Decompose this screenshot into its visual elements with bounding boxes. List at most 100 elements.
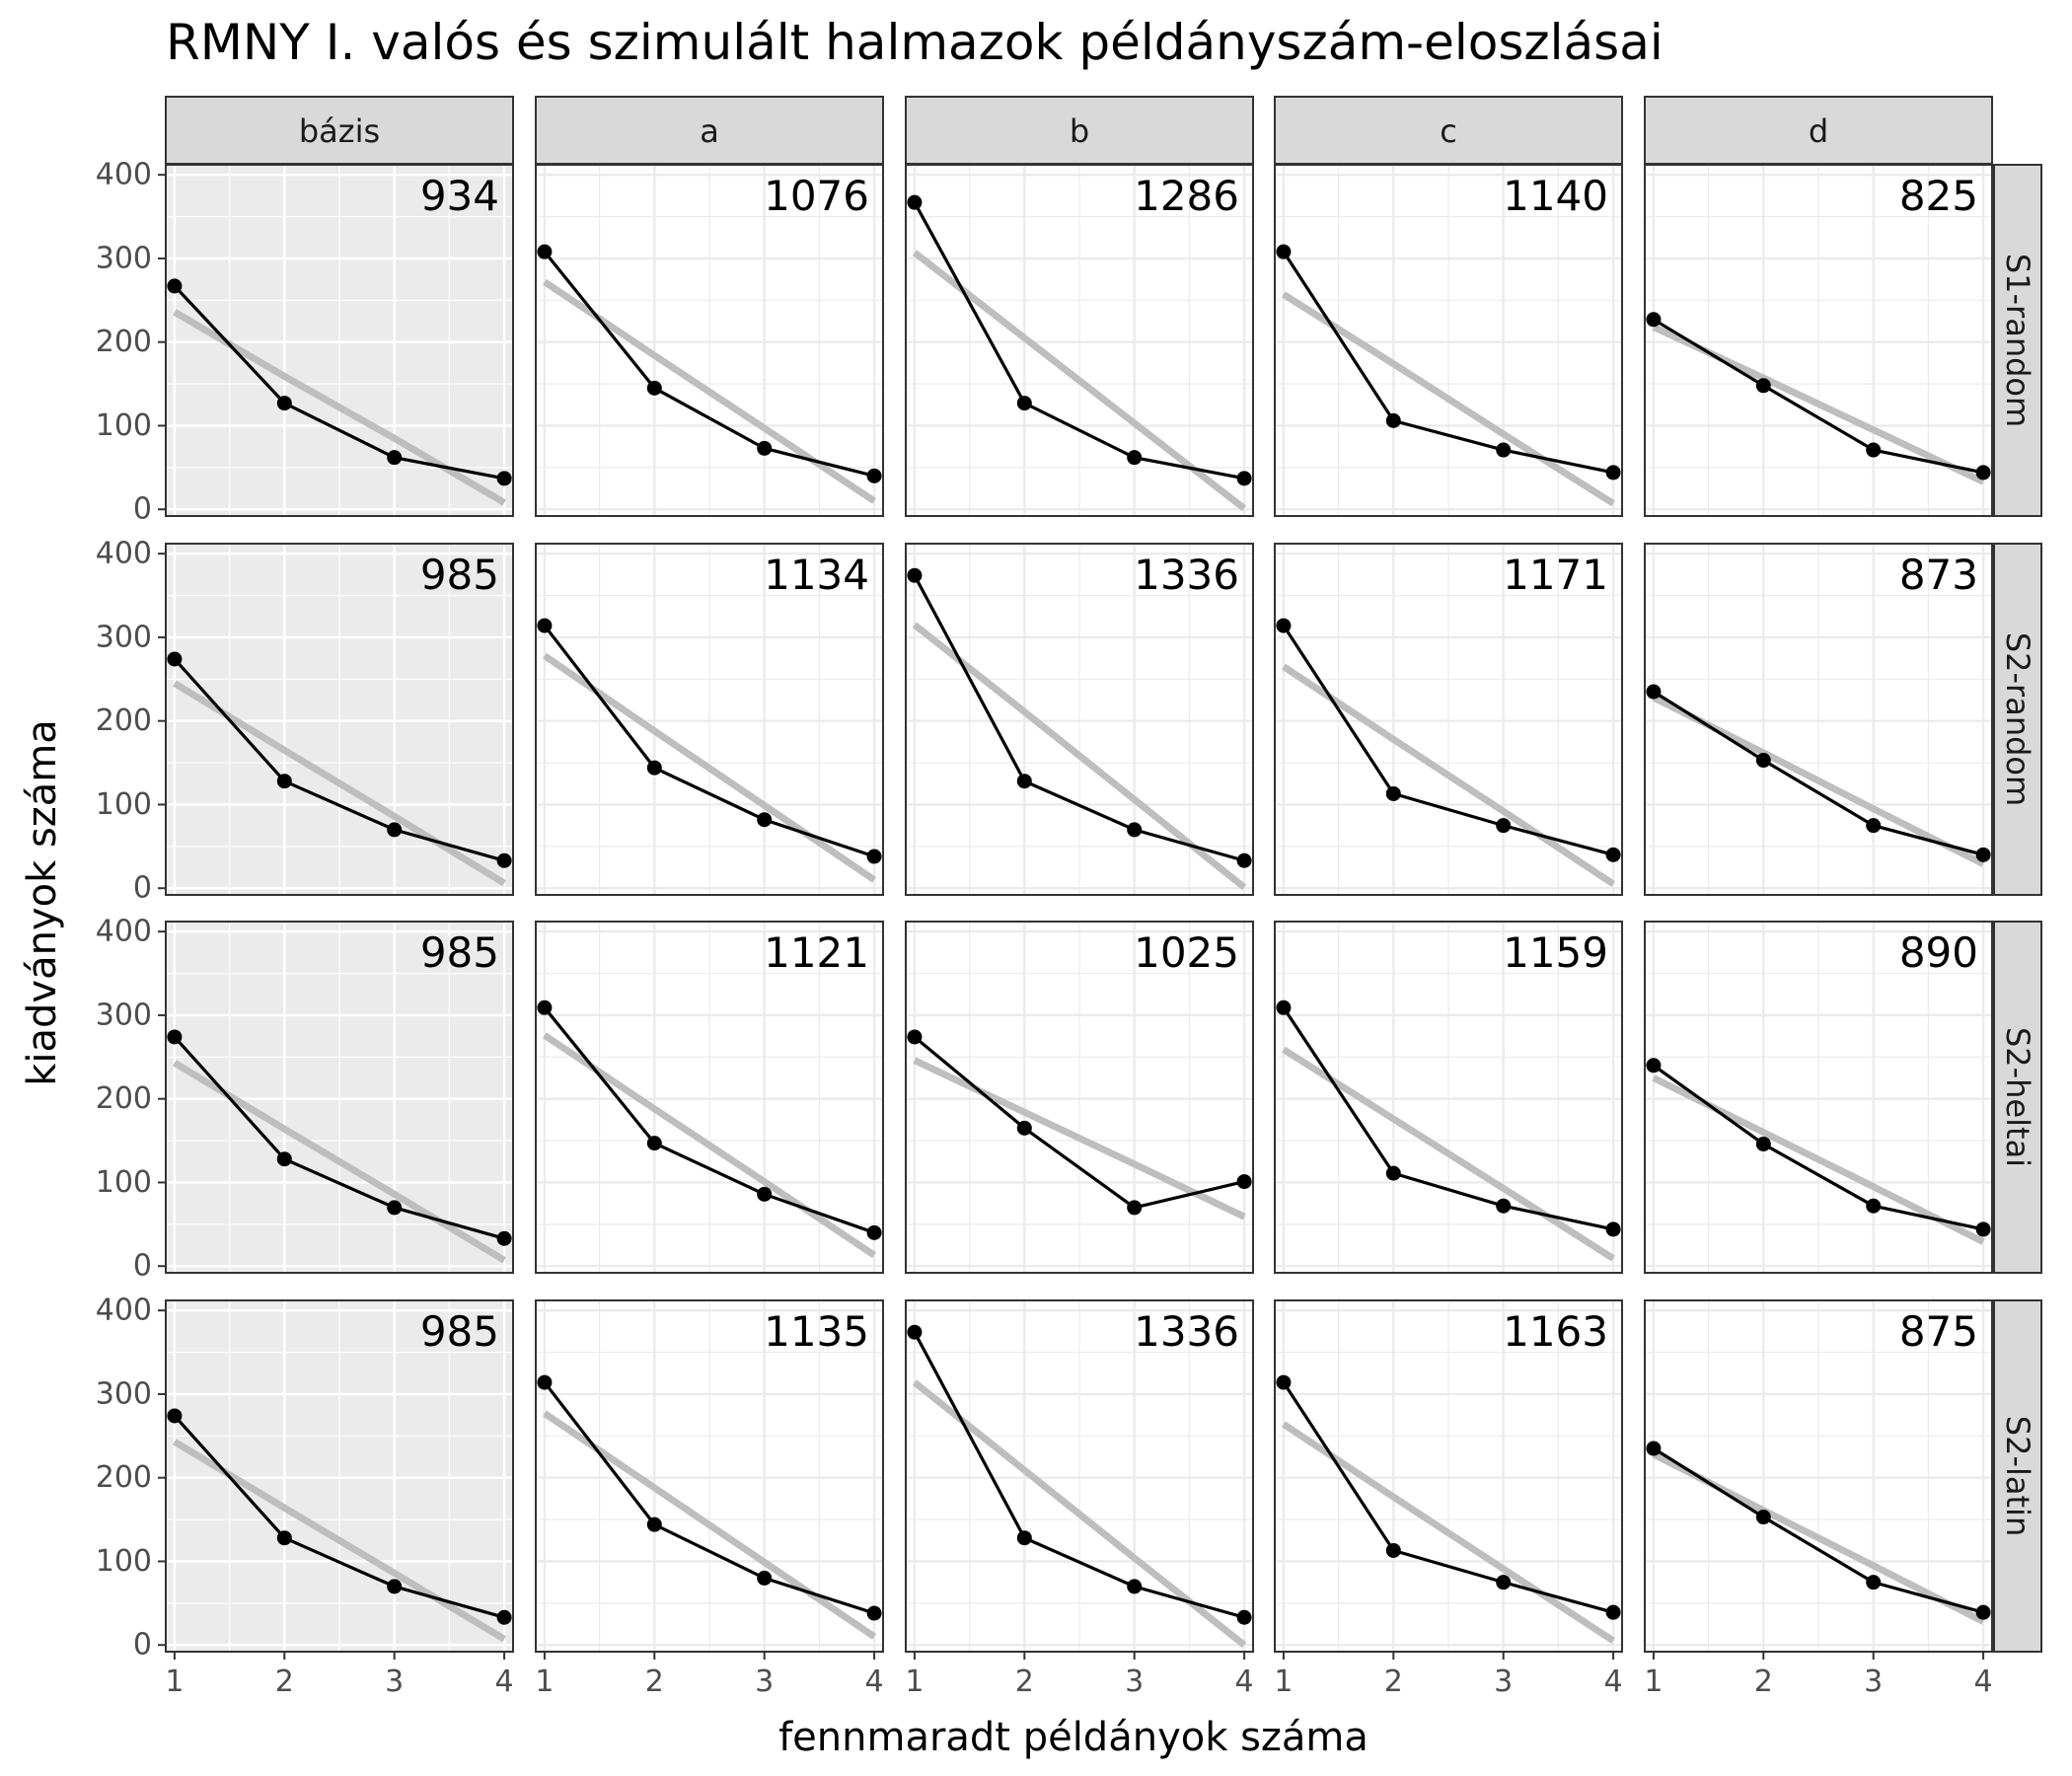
data-line: [913, 574, 1245, 862]
panel-total-label: 985: [420, 551, 499, 599]
chart-title: RMNY I. valós és szimulált halmazok péld…: [166, 14, 1664, 71]
panel-border: [165, 921, 514, 1274]
column-strip: [905, 96, 1254, 165]
data-line: [543, 625, 875, 858]
row-strip-label: S1-random: [1999, 254, 2036, 427]
data-line: [1652, 1064, 1984, 1231]
data-point: [496, 1609, 512, 1625]
row-strip: [1993, 543, 2042, 896]
x-tick-label: 2: [1384, 1665, 1403, 1699]
data-point: [537, 1374, 553, 1390]
data-point: [387, 1579, 403, 1594]
panel-total-label: 1025: [1134, 928, 1239, 977]
data-point: [387, 1200, 403, 1216]
data-point: [646, 1136, 662, 1151]
data-point: [907, 194, 923, 210]
data-point: [1016, 1120, 1032, 1136]
panel: 1163 1 2 3 4: [1274, 1299, 1623, 1699]
data-point: [496, 1230, 512, 1246]
data-point: [276, 1151, 292, 1167]
panel-border: [1644, 164, 1993, 517]
data-point: [1866, 1198, 1882, 1214]
data-point: [1755, 753, 1771, 769]
data-point: [1605, 1604, 1621, 1620]
panel-total-label: 985: [420, 928, 499, 977]
panel: 1025: [905, 921, 1254, 1274]
data-line: [913, 201, 1245, 481]
y-axis-label: kiadványok száma: [20, 719, 65, 1086]
data-point: [1236, 471, 1252, 486]
data-point: [537, 244, 553, 259]
panel-total-label: 1134: [764, 551, 869, 599]
data-point: [757, 1570, 773, 1586]
data-point: [1016, 774, 1032, 789]
panel-border: [165, 1299, 514, 1653]
y-tick-label: 100: [96, 1544, 152, 1579]
data-point: [1646, 312, 1662, 328]
column-strip-label: bázis: [299, 112, 380, 150]
y-tick-label: 100: [96, 1165, 152, 1200]
fit-line: [1281, 663, 1616, 887]
fit-line: [542, 1032, 877, 1259]
panel-total-label: 1121: [764, 928, 869, 977]
panel-border: [1274, 921, 1623, 1274]
data-point: [496, 471, 512, 486]
panel: 1171: [1274, 543, 1623, 896]
data-point: [1016, 396, 1032, 411]
panel: 1134: [535, 543, 884, 896]
data-point: [1866, 818, 1882, 834]
column-strip-label: c: [1440, 112, 1457, 150]
data-point: [1127, 1200, 1143, 1216]
data-point: [1975, 1221, 1991, 1237]
data-point: [387, 822, 403, 838]
panel-total-label: 1159: [1503, 928, 1608, 977]
panel: 1121: [535, 921, 884, 1274]
x-tick-label: 4: [1235, 1665, 1254, 1699]
data-point: [1605, 847, 1621, 862]
y-tick-label: 200: [96, 1081, 152, 1116]
data-point: [757, 812, 773, 828]
data-point: [537, 618, 553, 633]
panel: 1286: [905, 164, 1254, 517]
y-tick-label: 300: [96, 1376, 152, 1411]
row-strip-label: S2-heltai: [1999, 1027, 2036, 1167]
fit-line: [1281, 1421, 1616, 1644]
data-point: [1866, 1575, 1882, 1591]
y-tick-label: 400: [96, 158, 152, 192]
data-point: [167, 651, 183, 667]
panel-border: [1274, 164, 1623, 517]
data-point: [907, 1029, 923, 1045]
panel-border: [1644, 921, 1993, 1274]
data-point: [1127, 822, 1143, 838]
panel-border: [535, 921, 884, 1274]
x-tick-label: 3: [385, 1665, 404, 1699]
y-tick-label: 300: [96, 620, 152, 654]
panel-border: [1644, 1299, 1993, 1653]
panel-border: [905, 921, 1254, 1274]
y-tick-label: 0: [133, 1249, 152, 1284]
data-line: [173, 657, 505, 862]
panel-border: [535, 1299, 884, 1653]
x-tick-label: 1: [905, 1665, 924, 1699]
x-tick-label: 3: [1125, 1665, 1144, 1699]
x-tick-label: 4: [1974, 1665, 1993, 1699]
x-tick-label: 1: [535, 1665, 554, 1699]
panel-border: [1644, 543, 1993, 896]
x-tick-label: 2: [275, 1665, 294, 1699]
data-point: [1236, 1174, 1252, 1190]
data-point: [1276, 244, 1292, 259]
data-line: [173, 1414, 505, 1619]
data-point: [1276, 999, 1292, 1015]
data-point: [1385, 1542, 1401, 1558]
data-point: [496, 852, 512, 868]
data-point: [1016, 1530, 1032, 1546]
y-tick-label: 300: [96, 998, 152, 1032]
panel-total-label: 873: [1899, 551, 1978, 599]
data-point: [387, 450, 403, 466]
data-point: [1496, 818, 1512, 834]
x-tick-label: 3: [1864, 1665, 1883, 1699]
panel: 873: [1644, 543, 1993, 896]
y-tick-label: 400: [96, 1294, 152, 1328]
y-tick-label: 0: [133, 1628, 152, 1663]
data-line: [913, 1331, 1245, 1619]
